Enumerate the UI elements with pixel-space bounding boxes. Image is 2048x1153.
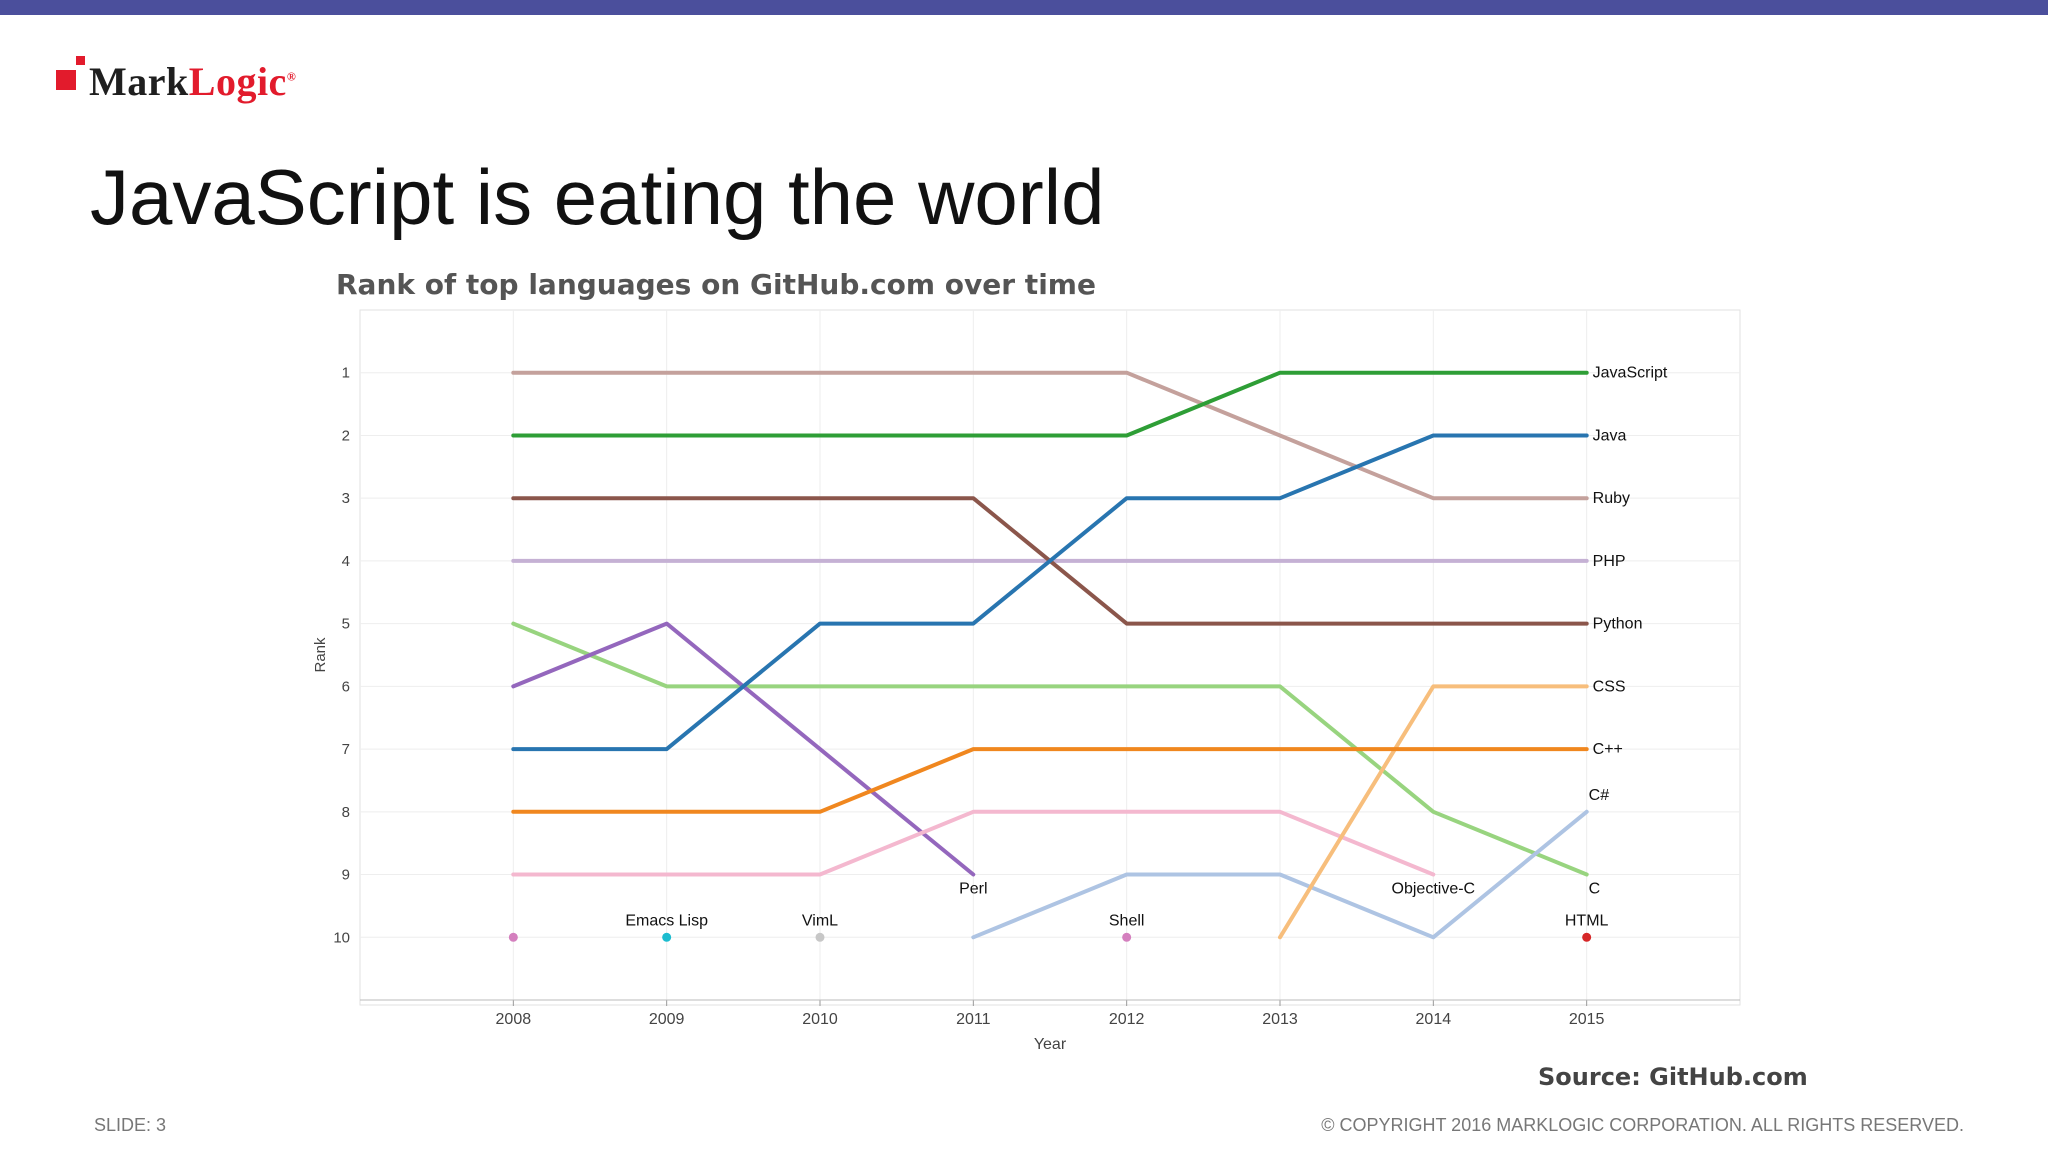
x-tick-label: 2011	[956, 1011, 991, 1028]
series-line-css	[1278, 684, 1589, 940]
series-line-java	[511, 433, 1589, 752]
series-line-c	[511, 621, 1589, 877]
marklogic-logo: MarkLogic®	[56, 56, 316, 108]
source-credit: Source: GitHub.com	[1538, 1063, 1808, 1091]
series-line-objective-c	[511, 809, 1436, 877]
logo-text-mark: Mark	[89, 59, 189, 104]
series-label-objective-c: Objective-C	[1392, 881, 1476, 898]
series-line-cplusplus	[511, 747, 1589, 814]
x-tick-label: 2014	[1416, 1011, 1452, 1028]
series-label-css: CSS	[1593, 678, 1626, 695]
y-tick-label: 4	[342, 553, 350, 570]
y-tick-label: 10	[333, 929, 350, 946]
y-tick-label: 8	[342, 804, 350, 821]
y-tick-label: 9	[342, 867, 350, 884]
series-layer	[511, 370, 1589, 940]
registered-mark: ®	[286, 69, 297, 84]
x-tick-label: 2015	[1569, 1011, 1605, 1028]
series-label-cplusplus: C++	[1593, 741, 1623, 758]
series-label-php: PHP	[1593, 553, 1626, 570]
series-line-javascript	[511, 370, 1589, 438]
series-label-c: C	[1589, 881, 1601, 898]
copyright-notice: © COPYRIGHT 2016 MARKLOGIC CORPORATION. …	[1321, 1115, 1964, 1135]
series-line-csharp	[971, 809, 1589, 940]
y-tick-label: 6	[342, 678, 350, 695]
logo-square-large-icon	[56, 70, 76, 90]
logo-text-logic: Logic	[188, 59, 287, 104]
x-tick-label: 2012	[1109, 1011, 1145, 1028]
point-label-emacs-lisp: Emacs Lisp	[625, 912, 708, 929]
x-tick-label: 2013	[1262, 1011, 1298, 1028]
x-tick-label: 2010	[802, 1011, 838, 1028]
logo-square-small-icon	[76, 56, 85, 65]
series-line-ruby	[511, 370, 1589, 501]
series-label-python: Python	[1593, 616, 1643, 633]
slide-title: JavaScript is eating the world	[90, 153, 1105, 241]
y-tick-label: 3	[342, 490, 350, 507]
y-tick-label: 7	[342, 741, 350, 758]
y-axis-label: Rank	[312, 637, 329, 673]
y-tick-label: 1	[342, 365, 350, 382]
series-label-java: Java	[1593, 427, 1627, 444]
point-unlabeled	[508, 932, 518, 942]
series-label-ruby: Ruby	[1593, 490, 1630, 507]
x-axis-label: Year	[1034, 1036, 1067, 1053]
point-label-shell: Shell	[1109, 912, 1145, 929]
slide-number: SLIDE: 3	[94, 1115, 167, 1135]
axis-layer: 1 2 3 4 5 6 7 8 9 10 2008 2009 2010 2011 2012 2013 2014 2…	[333, 365, 1740, 1028]
point-label-viml: VimL	[802, 912, 838, 929]
points-layer: Emacs Lisp VimL Shell HTML	[508, 912, 1609, 942]
x-tick-label: 2009	[649, 1011, 685, 1028]
point-shell	[1122, 932, 1132, 942]
plot-area	[359, 309, 1741, 1006]
point-html	[1582, 932, 1592, 942]
logo-wordmark: MarkLogic®	[89, 58, 296, 105]
series-label-perl: Perl	[959, 881, 987, 898]
series-label-javascript: JavaScript	[1593, 365, 1668, 382]
y-tick-label: 2	[342, 427, 350, 444]
y-tick-label: 5	[342, 616, 350, 633]
point-emacs-lisp	[662, 932, 672, 942]
label-layer: JavaScript Java Ruby PHP Python CSS C++ C# C Perl…	[959, 365, 1668, 898]
point-viml	[815, 932, 825, 942]
series-label-csharp: C#	[1589, 787, 1610, 804]
point-label-html: HTML	[1565, 912, 1609, 929]
chart-title: Rank of top languages on GitHub.com over…	[336, 268, 1096, 301]
top-bar	[0, 0, 2048, 15]
x-tick-label: 2008	[496, 1011, 532, 1028]
